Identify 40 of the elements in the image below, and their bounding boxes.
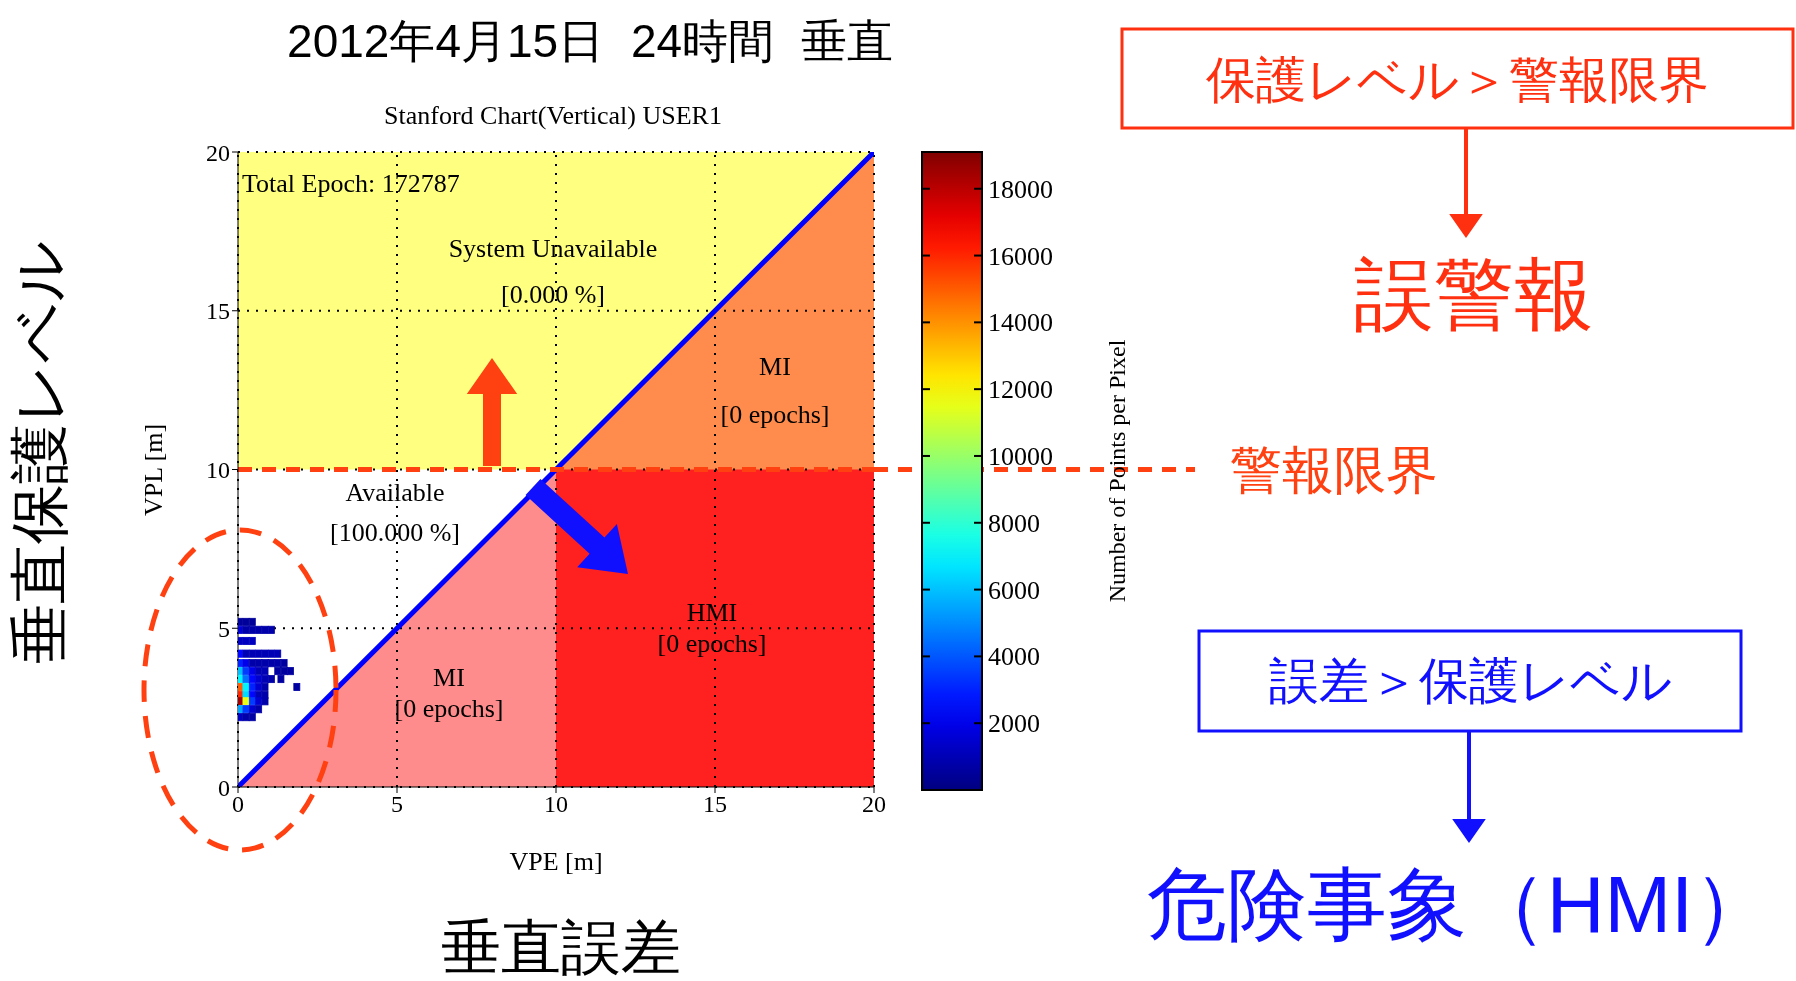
text: 誤警報 bbox=[1354, 250, 1594, 339]
color-bar-label: 14000 bbox=[988, 308, 1053, 338]
annotation: MI bbox=[759, 352, 791, 381]
x-tick-label: 5 bbox=[391, 791, 403, 818]
text: 垂直保護レベル bbox=[6, 240, 73, 664]
x-tick-label: 10 bbox=[544, 791, 568, 818]
y-tick-label: 15 bbox=[206, 298, 230, 325]
annotation: Available bbox=[345, 478, 445, 507]
color-bar-label: 8000 bbox=[988, 508, 1040, 538]
text: 保護レベル＞警報限界 bbox=[1205, 52, 1709, 108]
annotation: Total Epoch: 172787 bbox=[242, 169, 460, 198]
text: 危険事象（HMI） bbox=[1146, 860, 1774, 949]
color-bar-label: 2000 bbox=[988, 709, 1040, 739]
annotation: System Unavailable bbox=[448, 234, 658, 263]
color-bar-title: Number of Points per Pixel bbox=[1104, 339, 1130, 603]
x-tick-label: 20 bbox=[862, 791, 886, 818]
chart-subtitle: Stanford Chart(Vertical) USER1 bbox=[384, 101, 722, 130]
annotation: [0 epochs] bbox=[657, 629, 767, 658]
text: 垂直誤差 bbox=[441, 914, 681, 981]
y-tick-label: 0 bbox=[218, 774, 230, 801]
color-bar-label: 10000 bbox=[988, 441, 1053, 471]
annotation: [0 epochs] bbox=[720, 400, 830, 429]
annotation: [100.000 %] bbox=[330, 518, 460, 547]
color-bar-label: 6000 bbox=[988, 575, 1040, 605]
text: 誤差＞保護レベル bbox=[1268, 653, 1672, 709]
annotation: MI bbox=[433, 663, 465, 692]
y-tick-label: 20 bbox=[206, 139, 230, 166]
y-axis-title: VPL [m] bbox=[139, 423, 168, 517]
chart-title: 2012年4月15日 24時間 垂直 bbox=[287, 15, 893, 67]
annotation: [0.000 %] bbox=[501, 280, 605, 309]
y-tick-label: 10 bbox=[206, 457, 230, 484]
color-bar-label: 4000 bbox=[988, 642, 1040, 672]
x-tick-label: 15 bbox=[703, 791, 727, 818]
y-tick-label: 5 bbox=[218, 615, 230, 642]
color-bar-label: 18000 bbox=[988, 174, 1053, 204]
color-bar-label: 16000 bbox=[988, 241, 1053, 271]
x-axis-title: VPE [m] bbox=[509, 847, 603, 876]
color-bar-label: 12000 bbox=[988, 375, 1053, 405]
ref-line-label: 警報限界 bbox=[1230, 440, 1438, 499]
annotation: HMI bbox=[686, 598, 738, 627]
